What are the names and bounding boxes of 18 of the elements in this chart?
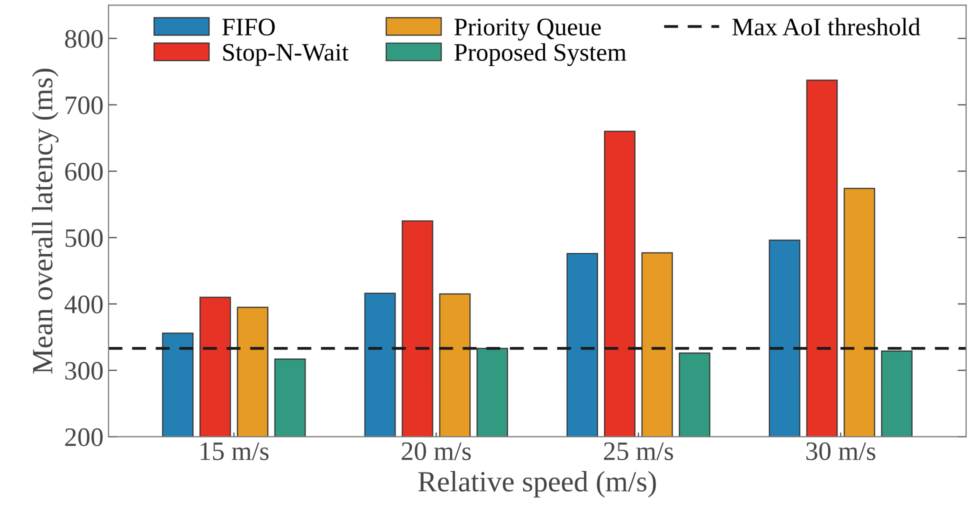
y-tick-label: 200 [65, 428, 103, 446]
legend-label: Proposed System [454, 43, 626, 66]
y-axis-title: Mean overall latency (ms) [32, 68, 59, 374]
y-tick-label: 400 [64, 296, 103, 314]
legend-label: Stop-N-Wait [223, 44, 349, 66]
x-tick-label: 15 m/s [200, 442, 269, 460]
y-tick-label: 600 [65, 162, 103, 181]
y-tick-label: 500 [66, 229, 103, 247]
x-tick-label: 20 m/s [402, 442, 471, 460]
x-tick-label: 25 m/s [604, 442, 674, 460]
y-tick-label: 700 [66, 96, 103, 114]
x-axis-title: Relative speed (m/s) [418, 471, 656, 498]
legend-label: Max AoI threshold [732, 18, 920, 36]
legend-label: Priority Queue [454, 18, 601, 41]
y-tick-label: 300 [65, 362, 103, 380]
x-tick-label: 30 m/s [806, 442, 876, 460]
legend-label: FIFO [222, 18, 275, 36]
y-tick-label: 800 [65, 30, 103, 48]
